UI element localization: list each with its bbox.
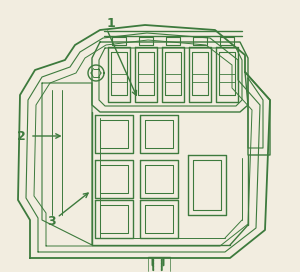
Text: 1: 1 xyxy=(106,17,116,30)
Text: 2: 2 xyxy=(16,129,26,143)
Text: 3: 3 xyxy=(47,215,55,228)
